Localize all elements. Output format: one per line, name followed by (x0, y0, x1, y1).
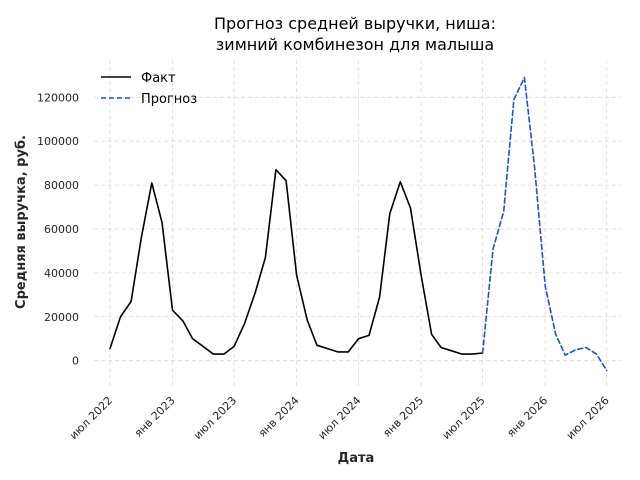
y-tick-labels: 0 20000 40000 60000 80000 100000 120000 (37, 91, 79, 367)
x-tick-label: июл 2022 (67, 394, 115, 442)
x-tick-labels: июл 2022 янв 2023 июл 2023 янв 2024 июл 2024… (67, 394, 612, 442)
chart-title-line-2: зимний комбинезон для малыша (216, 35, 494, 54)
series-layer (109, 76, 608, 372)
legend: Факт Прогноз (101, 71, 197, 107)
x-tick-label: июл 2026 (564, 394, 612, 442)
x-tick-label: янв 2024 (256, 394, 302, 440)
x-tick-label: июл 2024 (316, 394, 364, 442)
x-tick-label: июл 2025 (440, 394, 488, 442)
series-line-forecast (481, 76, 608, 372)
y-axis-label: Средняя выручка, руб. (14, 135, 29, 309)
y-tick-label: 20000 (44, 311, 79, 324)
y-tick-label: 60000 (44, 223, 79, 236)
series-line-fact (109, 168, 484, 355)
x-tick-label: янв 2023 (132, 394, 178, 440)
x-tick-label: янв 2025 (380, 394, 426, 440)
x-axis-label: Дата (338, 451, 375, 466)
legend-forecast-label: Прогноз (141, 92, 197, 107)
x-tick-label: янв 2026 (504, 394, 550, 440)
legend-fact-label: Факт (141, 71, 176, 86)
y-tick-label: 0 (72, 355, 79, 368)
chart-title-line-1: Прогноз средней выручки, ниша: (214, 14, 496, 33)
y-tick-label: 100000 (37, 135, 79, 148)
grid (94, 60, 622, 387)
y-tick-label: 40000 (44, 267, 79, 280)
x-tick-label: июл 2023 (191, 394, 239, 442)
y-tick-label: 120000 (37, 91, 79, 104)
y-tick-label: 80000 (44, 179, 79, 192)
